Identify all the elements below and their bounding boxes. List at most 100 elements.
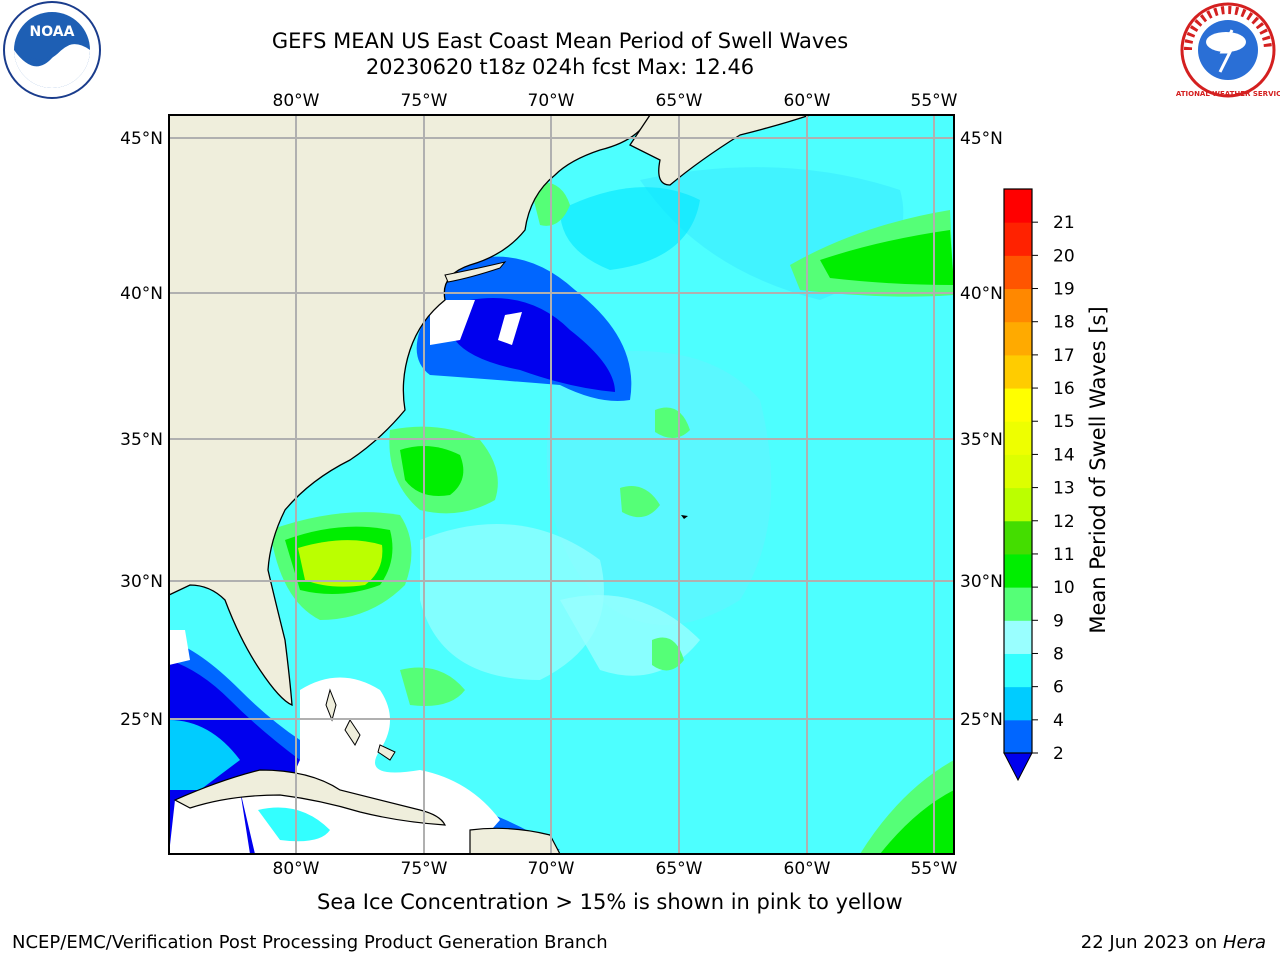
swell-zone-9-10 bbox=[655, 407, 690, 439]
lat-tick-right: 25°N bbox=[960, 710, 1003, 730]
swell-zone-10-11 bbox=[880, 790, 954, 854]
no-data-patch bbox=[498, 312, 522, 345]
colorbar-segment bbox=[1004, 288, 1032, 323]
lon-tick-bottom: 60°W bbox=[784, 859, 831, 879]
lon-tick-top: 55°W bbox=[911, 91, 958, 111]
lon-tick-top: 75°W bbox=[401, 91, 448, 111]
colorbar-tick-label: 21 bbox=[1053, 213, 1075, 233]
colorbar-tick-label: 15 bbox=[1053, 412, 1075, 432]
swell-zone-4-6 bbox=[169, 720, 240, 790]
colorbar-tick-label: 6 bbox=[1053, 678, 1064, 698]
colorbar-tick-label: 13 bbox=[1053, 479, 1075, 499]
colorbar-segment bbox=[1004, 520, 1032, 555]
lat-tick-left: 25°N bbox=[120, 710, 163, 730]
swell-zone-9-10 bbox=[620, 486, 660, 518]
footer-credit: NCEP/EMC/Verification Post Processing Pr… bbox=[12, 932, 608, 953]
sea-ice-note: Sea Ice Concentration > 15% is shown in … bbox=[317, 890, 903, 914]
cuba-land bbox=[173, 769, 447, 826]
lat-tick-right: 40°N bbox=[960, 284, 1003, 304]
colorbar-segment bbox=[1004, 189, 1032, 223]
lat-tick-left: 30°N bbox=[120, 572, 163, 592]
colorbar-segment bbox=[1004, 255, 1032, 290]
nws-logo-text: NATIONAL WEATHER SERVICE bbox=[1176, 90, 1280, 98]
lon-tick-bottom: 80°W bbox=[273, 859, 320, 879]
swell-zone-8-9 bbox=[420, 524, 604, 680]
noaa-logo-text: NOAA bbox=[30, 24, 75, 40]
footer-date-text: 22 Jun 2023 on bbox=[1080, 932, 1223, 953]
map-frame bbox=[168, 114, 955, 855]
lon-tick-top: 65°W bbox=[656, 91, 703, 111]
colorbar-tick-label: 8 bbox=[1053, 644, 1064, 664]
bahamas-island bbox=[377, 744, 396, 761]
colorbar-segment bbox=[1004, 487, 1032, 522]
colorbar-frame bbox=[1003, 188, 1033, 754]
latitude-labels-right: 45°N 40°N 35°N 30°N 25°N bbox=[960, 129, 1003, 730]
swell-zone-9-10 bbox=[652, 637, 684, 671]
lat-tick-left: 45°N bbox=[120, 129, 163, 149]
colorbar-tick-label: 11 bbox=[1053, 545, 1075, 565]
colorbar-tick-label: 19 bbox=[1053, 280, 1075, 300]
colorbar-tick-label: 14 bbox=[1053, 445, 1075, 465]
colorbar-title: Mean Period of Swell Waves [s] bbox=[1086, 306, 1110, 634]
colorbar-segment bbox=[1004, 454, 1032, 489]
colorbar-tick-label: 12 bbox=[1053, 512, 1075, 532]
colorbar-segment bbox=[1004, 354, 1032, 389]
longitude-labels-bottom: 80°W 75°W 70°W 65°W 60°W 55°W bbox=[273, 859, 958, 879]
lon-tick-top: 70°W bbox=[528, 91, 575, 111]
colorbar-tick-label: 16 bbox=[1053, 379, 1075, 399]
lon-tick-bottom: 65°W bbox=[656, 859, 703, 879]
colorbar-segment bbox=[1004, 421, 1032, 455]
lat-tick-right: 35°N bbox=[960, 430, 1003, 450]
colorbar-segment bbox=[1004, 388, 1032, 422]
lon-tick-bottom: 70°W bbox=[528, 859, 575, 879]
colorbar-tick-label: 17 bbox=[1053, 346, 1075, 366]
swell-zone-6-8 bbox=[258, 807, 330, 842]
colorbar: 2 4 6 8 9 10 11 12 13 14 15 16 17 18 19 20 21 bbox=[1003, 188, 1075, 782]
chart-subtitle: 20230620 t18z 024h fcst Max: 12.46 bbox=[365, 55, 755, 79]
colorbar-tick-label: 18 bbox=[1053, 313, 1075, 333]
north-america-land bbox=[169, 115, 651, 707]
bahamas-island bbox=[344, 719, 361, 746]
colorbar-segment bbox=[1004, 686, 1032, 721]
no-data-patch bbox=[169, 630, 190, 665]
colorbar-segment bbox=[1004, 719, 1032, 754]
colorbar-segment bbox=[1004, 321, 1032, 356]
map-plot-area bbox=[169, 115, 954, 854]
lat-tick-right: 45°N bbox=[960, 129, 1003, 149]
colorbar-tick-label: 10 bbox=[1053, 578, 1075, 598]
swell-zone-4-6 bbox=[560, 187, 700, 270]
colorbar-tick-label: 2 bbox=[1053, 744, 1064, 764]
lat-tick-left: 35°N bbox=[120, 430, 163, 450]
footer-date: 22 Jun 2023 on Hera bbox=[1081, 932, 1266, 953]
map-gridlines bbox=[169, 115, 954, 854]
bermuda-island bbox=[681, 515, 688, 519]
latitude-labels-left: 45°N 40°N 35°N 30°N 25°N bbox=[120, 129, 163, 730]
noaa-logo: NOAA bbox=[3, 1, 101, 99]
hispaniola-land bbox=[469, 827, 561, 854]
colorbar-tick-label: 9 bbox=[1053, 611, 1064, 631]
colorbar-segment bbox=[1004, 222, 1032, 256]
colorbar-segment bbox=[1004, 653, 1032, 688]
lat-tick-left: 40°N bbox=[120, 284, 163, 304]
colorbar-tick-label: 4 bbox=[1053, 711, 1064, 731]
colorbar-segment bbox=[1004, 587, 1032, 621]
lon-tick-top: 80°W bbox=[273, 91, 320, 111]
nova-scotia-land bbox=[629, 115, 811, 186]
lon-tick-bottom: 75°W bbox=[401, 859, 448, 879]
chart-title: GEFS MEAN US East Coast Mean Period of S… bbox=[271, 29, 849, 53]
swell-zone-9-10 bbox=[400, 667, 465, 706]
lon-tick-bottom: 55°W bbox=[911, 859, 958, 879]
colorbar-segment bbox=[1004, 620, 1032, 654]
longitude-labels-top: 80°W 75°W 70°W 65°W 60°W 55°W bbox=[273, 91, 958, 111]
long-island bbox=[444, 261, 507, 283]
colorbar-under-arrow bbox=[1003, 752, 1033, 782]
lat-tick-right: 30°N bbox=[960, 572, 1003, 592]
swell-zone-12-13 bbox=[298, 540, 383, 587]
footer-host: Hera bbox=[1222, 932, 1266, 953]
colorbar-segment bbox=[1004, 553, 1032, 588]
lon-tick-top: 60°W bbox=[784, 91, 831, 111]
nws-logo: NATIONAL WEATHER SERVICE bbox=[1176, 2, 1280, 98]
swell-zone-6-8 bbox=[546, 351, 772, 625]
swell-zone-under-2 bbox=[455, 298, 615, 392]
